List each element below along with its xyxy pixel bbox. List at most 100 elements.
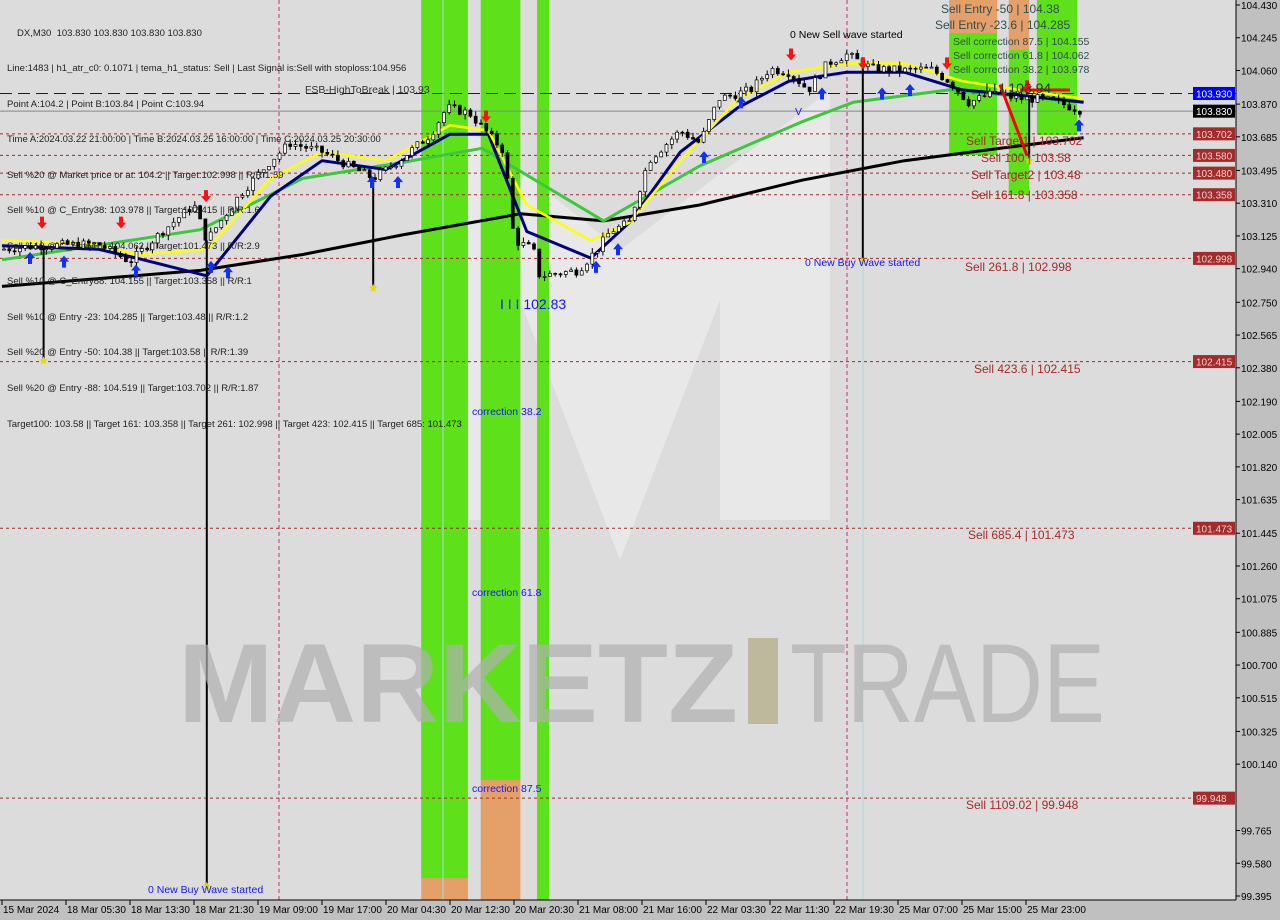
time-tick-label: 21 Mar 16:00 — [643, 905, 702, 916]
candle-body — [972, 99, 976, 107]
buy-arrow-icon — [591, 260, 601, 273]
candle-body — [818, 77, 823, 80]
candle-body — [473, 115, 478, 124]
candle-body — [712, 106, 717, 120]
candle-body — [415, 141, 420, 148]
candle-body — [542, 276, 547, 278]
candle-body — [654, 156, 658, 163]
candle-body — [595, 251, 600, 254]
candle-body — [897, 65, 902, 73]
candle-body — [420, 141, 425, 144]
watermark-bar — [748, 638, 778, 724]
symbol-line: DX,M30 103.830 103.830 103.830 103.830 — [17, 27, 202, 39]
candle-body — [447, 104, 452, 113]
buy-arrow-icon — [223, 266, 233, 279]
candle-body — [7, 248, 12, 252]
candle-body — [102, 244, 107, 249]
price-tick-label: 104.060 — [1241, 66, 1278, 77]
buy-arrow-icon — [131, 264, 141, 277]
candle-body — [23, 245, 28, 249]
sell-arrow-icon — [116, 216, 126, 229]
candle-body — [961, 91, 966, 100]
candle-body — [993, 90, 997, 95]
candle-body — [1056, 98, 1061, 101]
candle-body — [616, 225, 621, 232]
price-label-text: 102.998 — [1196, 254, 1233, 265]
price-tick-label: 103.310 — [1241, 199, 1278, 210]
candle-body — [876, 64, 881, 73]
candle-body — [579, 270, 584, 276]
candle-body — [733, 95, 738, 99]
buy-arrow-icon — [699, 151, 709, 164]
sell-correction-38-label: Sell correction 38.2 | 103.978 — [953, 64, 1090, 76]
candle-body — [606, 233, 611, 238]
time-tick-label: 20 Mar 20:30 — [515, 905, 574, 916]
wave-line-red — [998, 84, 1029, 156]
candle-body — [18, 247, 22, 253]
candle-body — [60, 240, 65, 244]
info-line: Target100: 103.58 || Target 161: 103.358… — [7, 418, 462, 430]
candle-body — [929, 66, 934, 69]
candle-body — [601, 236, 605, 252]
candle-body — [643, 170, 648, 193]
sell-161-label: Sell 161.8 | 103.358 — [971, 188, 1078, 202]
candle-body — [1025, 96, 1029, 101]
time-tick-label: 20 Mar 12:30 — [451, 905, 510, 916]
buy-arrow-icon — [905, 83, 915, 96]
price-tick-label: 102.380 — [1241, 364, 1278, 375]
candle-body — [913, 67, 918, 70]
candle-body — [505, 152, 510, 179]
price-tick-label: 99.765 — [1241, 827, 1272, 838]
price-tick-label: 102.750 — [1241, 298, 1278, 309]
candle-body — [648, 161, 653, 171]
price-tick-label: 103.495 — [1241, 166, 1278, 177]
buy-arrow-icon — [1074, 119, 1084, 132]
candle-body — [945, 79, 950, 83]
candle-body — [1067, 104, 1072, 111]
time-tick-label: 25 Mar 23:00 — [1027, 905, 1086, 916]
candle-body — [903, 67, 907, 73]
candle-body — [627, 220, 632, 222]
candle-body — [558, 273, 563, 276]
candle-body — [182, 209, 187, 219]
price-tick-label: 101.820 — [1241, 463, 1278, 474]
sell-1109-label: Sell 1109.02 | 99.948 — [966, 798, 1079, 812]
candle-body — [1035, 94, 1040, 103]
candle-body — [760, 78, 764, 81]
candle-body — [701, 130, 706, 143]
price-label-box — [1193, 521, 1235, 535]
candle-body — [1072, 109, 1077, 112]
buy-arrow-icon — [613, 243, 623, 256]
price-tick-label: 104.245 — [1241, 34, 1278, 45]
sell-685-label: Sell 685.4 | 101.473 — [968, 528, 1075, 542]
time-tick-label: 22 Mar 11:30 — [771, 905, 830, 916]
time-tick-label: 15 Mar 2024 — [3, 905, 60, 916]
candle-body — [283, 143, 287, 154]
price-tick-label: 100.515 — [1241, 694, 1278, 705]
candle-body — [1040, 94, 1045, 98]
star-marker-icon — [858, 257, 868, 266]
candle-body — [1019, 95, 1024, 101]
candle-body — [834, 62, 838, 65]
candle-body — [887, 66, 891, 73]
candle-body — [436, 122, 441, 135]
candle-body — [463, 109, 467, 115]
price-label-box — [1193, 86, 1235, 100]
candle-body — [516, 227, 520, 246]
buy-arrow-icon — [25, 252, 35, 265]
candle-body — [404, 155, 409, 162]
price-label-box — [1193, 104, 1235, 118]
candle-body — [500, 144, 505, 154]
candle-body — [770, 68, 775, 76]
buy-arrow-icon — [367, 175, 377, 188]
candle-body — [807, 86, 812, 92]
candle-body — [113, 246, 118, 254]
candle-body — [892, 65, 897, 73]
candle-body — [330, 153, 335, 156]
candle-body — [1030, 96, 1035, 103]
candle-body — [336, 154, 340, 161]
candle-body — [139, 247, 144, 252]
candle-body — [982, 95, 987, 98]
candle-body — [977, 95, 982, 101]
